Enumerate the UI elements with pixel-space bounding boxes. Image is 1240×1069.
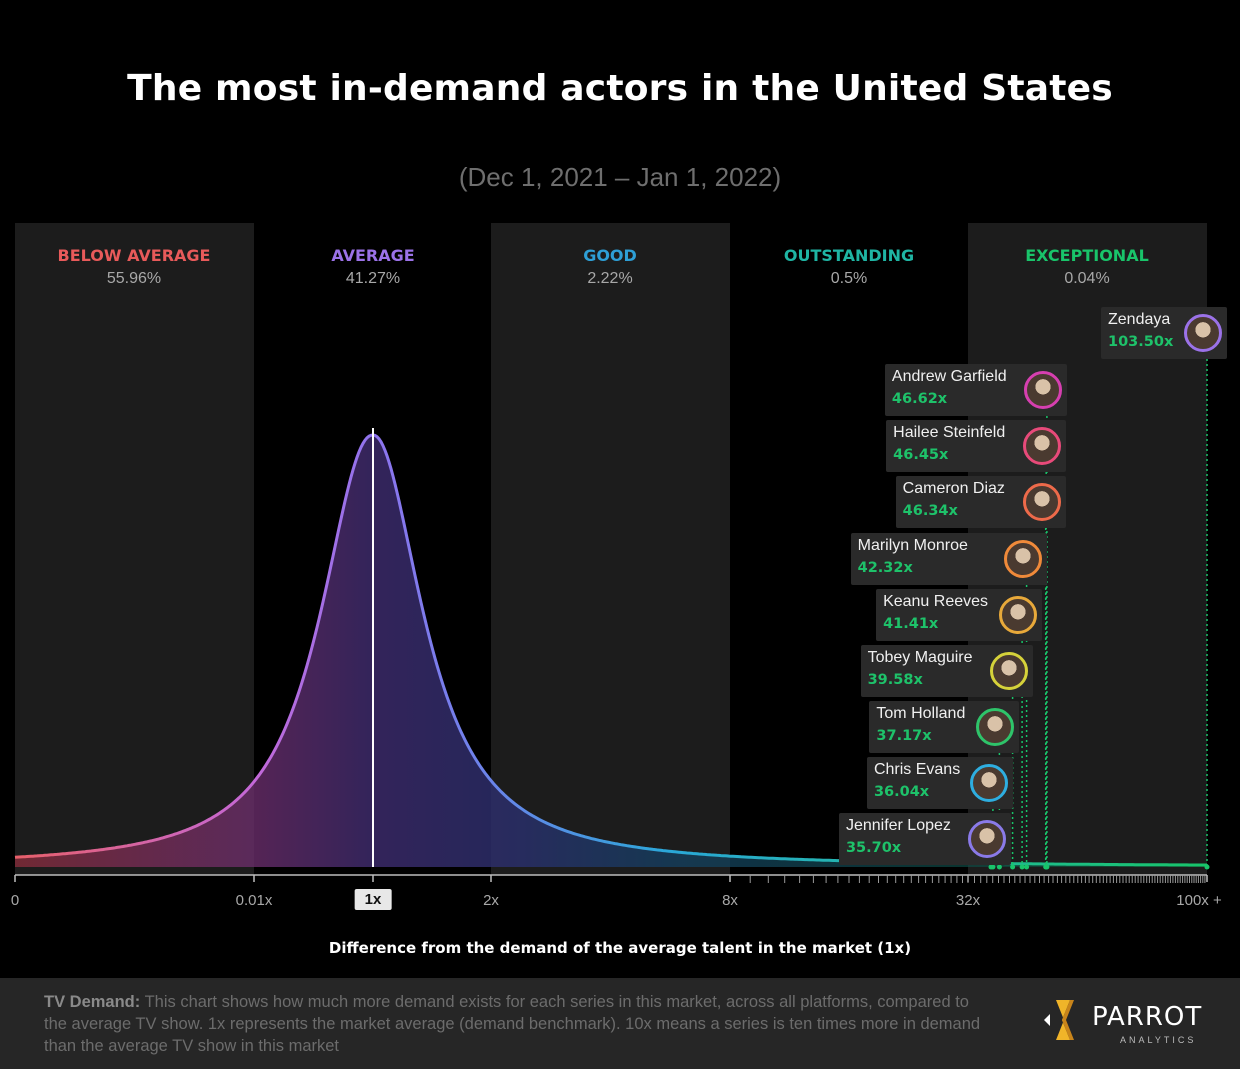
actor-card[interactable]: Keanu Reeves 41.41x bbox=[876, 589, 1043, 641]
actor-avatar bbox=[976, 708, 1015, 746]
actor-point bbox=[1019, 864, 1025, 870]
actor-name: Cameron Diaz bbox=[902, 480, 1005, 497]
actor-avatar bbox=[1023, 371, 1062, 409]
actor-demand-value: 103.50x bbox=[1108, 334, 1174, 350]
actor-card[interactable]: Tobey Maguire 39.58x bbox=[860, 645, 1033, 697]
actor-name: Zendaya bbox=[1108, 311, 1171, 328]
actor-card[interactable]: Marilyn Monroe 42.32x bbox=[850, 533, 1047, 585]
band-percent-good: 2.22% bbox=[587, 270, 633, 287]
actor-demand-value: 35.70x bbox=[845, 840, 902, 856]
actor-demand-value: 39.58x bbox=[867, 672, 923, 688]
actor-point bbox=[1010, 864, 1016, 870]
actor-card[interactable]: Tom Holland 37.17x bbox=[869, 701, 1020, 753]
actor-demand-value: 37.17x bbox=[876, 728, 932, 744]
band-label-good: GOOD bbox=[583, 246, 637, 265]
chart-title: The most in-demand actors in the United … bbox=[127, 68, 1113, 109]
actor-avatar bbox=[1022, 483, 1061, 521]
actor-avatar bbox=[1023, 427, 1062, 465]
footer: TV Demand: This chart shows how much mor… bbox=[0, 978, 1240, 1069]
x-tick-label: 100x + bbox=[1176, 892, 1222, 909]
footer-text: This chart shows how much more demand ex… bbox=[44, 993, 981, 1055]
band-below-average-bg bbox=[15, 223, 254, 875]
actor-name: Jennifer Lopez bbox=[845, 817, 951, 834]
actor-card[interactable]: Cameron Diaz 46.34x bbox=[895, 476, 1066, 528]
actor-demand-value: 46.45x bbox=[893, 447, 949, 463]
actor-name: Chris Evans bbox=[873, 761, 961, 778]
actor-point bbox=[988, 864, 994, 870]
band-label-exceptional: EXCEPTIONAL bbox=[1025, 246, 1149, 265]
actor-name: Tom Holland bbox=[876, 705, 966, 722]
actor-avatar bbox=[1003, 540, 1042, 578]
band-percent-below-average: 55.96% bbox=[106, 270, 162, 287]
actor-name: Keanu Reeves bbox=[883, 593, 989, 610]
logo-subtitle: ANALYTICS bbox=[1120, 1035, 1197, 1045]
footer-description: TV Demand: This chart shows how much mor… bbox=[44, 991, 984, 1057]
actor-name: Hailee Steinfeld bbox=[893, 424, 1006, 441]
band-good-bg bbox=[491, 223, 730, 875]
actor-point bbox=[1204, 864, 1210, 870]
band-percent-average: 41.27% bbox=[345, 270, 401, 287]
actor-card[interactable]: Zendaya 103.50x bbox=[1101, 307, 1227, 359]
x-tick-label: 2x bbox=[483, 892, 499, 909]
date-range: (Dec 1, 2021 – Jan 1, 2022) bbox=[458, 162, 782, 192]
actor-point bbox=[1043, 864, 1049, 870]
x-tick-label: 0 bbox=[10, 892, 20, 909]
band-label-below-average: BELOW AVERAGE bbox=[57, 246, 211, 265]
actor-avatar bbox=[967, 820, 1006, 858]
band-percent-exceptional: 0.04% bbox=[1064, 270, 1110, 287]
footer-lead: TV Demand: bbox=[44, 993, 141, 1011]
actor-avatar bbox=[999, 596, 1038, 634]
actor-avatar bbox=[1184, 314, 1222, 352]
actor-point bbox=[996, 864, 1002, 870]
actor-demand-value: 46.62x bbox=[891, 391, 948, 407]
x-tick-label: 32x bbox=[955, 892, 981, 909]
actor-demand-value: 42.32x bbox=[857, 560, 913, 576]
band-label-outstanding: OUTSTANDING bbox=[783, 246, 915, 265]
actor-card[interactable]: Andrew Garfield 46.62x bbox=[884, 364, 1067, 416]
actor-card[interactable]: Jennifer Lopez 35.70x bbox=[838, 813, 1011, 865]
x-axis-title: Difference from the demand of the averag… bbox=[328, 939, 912, 957]
distribution-area bbox=[15, 435, 1207, 867]
actor-demand-value: 41.41x bbox=[883, 616, 939, 632]
x-tick-label: 0.01x bbox=[235, 892, 273, 909]
band-percent-outstanding: 0.5% bbox=[830, 270, 868, 287]
actor-card[interactable]: Hailee Steinfeld 46.45x bbox=[886, 420, 1067, 472]
actor-demand-value: 46.34x bbox=[902, 503, 958, 519]
parrot-analytics-logo: PARROT ANALYTICS bbox=[1040, 996, 1210, 1046]
actor-name: Andrew Garfield bbox=[891, 368, 1007, 385]
actor-name: Tobey Maguire bbox=[867, 649, 973, 666]
band-label-average: AVERAGE bbox=[331, 246, 415, 265]
actor-avatar bbox=[969, 764, 1008, 802]
actor-demand-value: 36.04x bbox=[873, 784, 930, 800]
x-tick-label: 8x bbox=[722, 892, 738, 909]
x-tick-label-benchmark: 1x bbox=[354, 889, 392, 910]
actor-avatar bbox=[989, 652, 1028, 690]
actor-point bbox=[1024, 864, 1030, 870]
logo-wordmark: PARROT bbox=[1092, 1002, 1203, 1032]
actor-name: Marilyn Monroe bbox=[857, 537, 968, 554]
parrot-logo-icon bbox=[1044, 1000, 1074, 1040]
actor-card[interactable]: Chris Evans 36.04x bbox=[866, 757, 1013, 809]
